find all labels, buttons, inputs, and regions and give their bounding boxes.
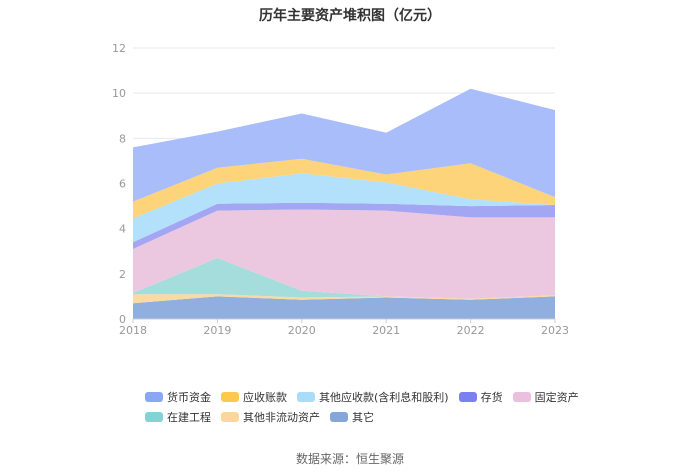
legend-label: 存货 bbox=[480, 391, 503, 404]
y-tick-label: 12 bbox=[112, 42, 126, 55]
legend-item[interactable]: 存货 bbox=[458, 389, 503, 405]
data-source-note: 数据来源：恒生聚源 bbox=[295, 452, 404, 466]
area-series bbox=[133, 173, 555, 243]
x-tick-label: 2023 bbox=[541, 324, 569, 337]
legend-item[interactable]: 其他非流动资产 bbox=[221, 409, 320, 425]
legend-swatch bbox=[221, 412, 239, 422]
legend-swatch bbox=[330, 412, 348, 422]
legend-item[interactable]: 其他应收款(含利息和股利) bbox=[297, 389, 449, 405]
area-series bbox=[133, 158, 555, 219]
x-tick-label: 2022 bbox=[457, 324, 485, 337]
legend: 货币资金 应收账款 其他应收款(含利息和股利) 存货 固定资产 在建工程 其他非流动资产 其… bbox=[145, 387, 585, 427]
legend-label: 其它 bbox=[352, 411, 374, 424]
legend-swatch bbox=[145, 412, 163, 422]
y-tick-label: 4 bbox=[119, 223, 126, 236]
x-tick-label: 2021 bbox=[372, 324, 400, 337]
legend-swatch bbox=[221, 392, 239, 402]
chart-title: 历年主要资产堆积图（亿元） bbox=[259, 8, 441, 24]
x-tick-label: 2020 bbox=[288, 324, 316, 337]
area-series bbox=[133, 294, 555, 304]
legend-item[interactable]: 货币资金 bbox=[145, 389, 211, 405]
legend-row: 货币资金 应收账款 其他应收款(含利息和股利) 存货 固定资产 bbox=[145, 387, 585, 407]
legend-item[interactable]: 其它 bbox=[330, 409, 374, 425]
legend-label: 在建工程 bbox=[167, 411, 211, 424]
area-series bbox=[133, 88, 555, 202]
x-tick-label: 2019 bbox=[203, 324, 231, 337]
y-tick-label: 8 bbox=[119, 132, 126, 145]
legend-label: 货币资金 bbox=[167, 391, 211, 404]
axis-layer: 0 2 4 6 8 10 12 2018 2019 2020 2021 2022 2023 bbox=[112, 42, 569, 337]
legend-item[interactable]: 在建工程 bbox=[145, 409, 211, 425]
legend-swatch bbox=[145, 392, 163, 402]
area-series bbox=[133, 296, 555, 319]
y-tick-label: 10 bbox=[112, 87, 126, 100]
y-tick-label: 0 bbox=[119, 313, 126, 326]
legend-label: 应收账款 bbox=[243, 391, 287, 404]
legend-swatch bbox=[512, 392, 531, 402]
legend-item[interactable]: 应收账款 bbox=[221, 389, 287, 405]
area-series bbox=[133, 209, 555, 299]
legend-row: 在建工程 其他非流动资产 其它 bbox=[145, 407, 585, 427]
legend-label: 其他应收款(含利息和股利) bbox=[319, 391, 449, 404]
legend-label: 固定资产 bbox=[534, 391, 579, 404]
x-tick-label: 2018 bbox=[119, 324, 147, 337]
legend-swatch bbox=[297, 392, 315, 402]
y-tick-label: 6 bbox=[119, 178, 126, 191]
area-series bbox=[133, 258, 555, 299]
area-layer bbox=[133, 88, 555, 319]
legend-label: 其他非流动资产 bbox=[243, 411, 320, 424]
y-tick-label: 2 bbox=[119, 268, 126, 281]
legend-swatch bbox=[458, 392, 477, 402]
legend-item[interactable]: 固定资产 bbox=[512, 389, 579, 405]
area-series bbox=[133, 202, 555, 249]
